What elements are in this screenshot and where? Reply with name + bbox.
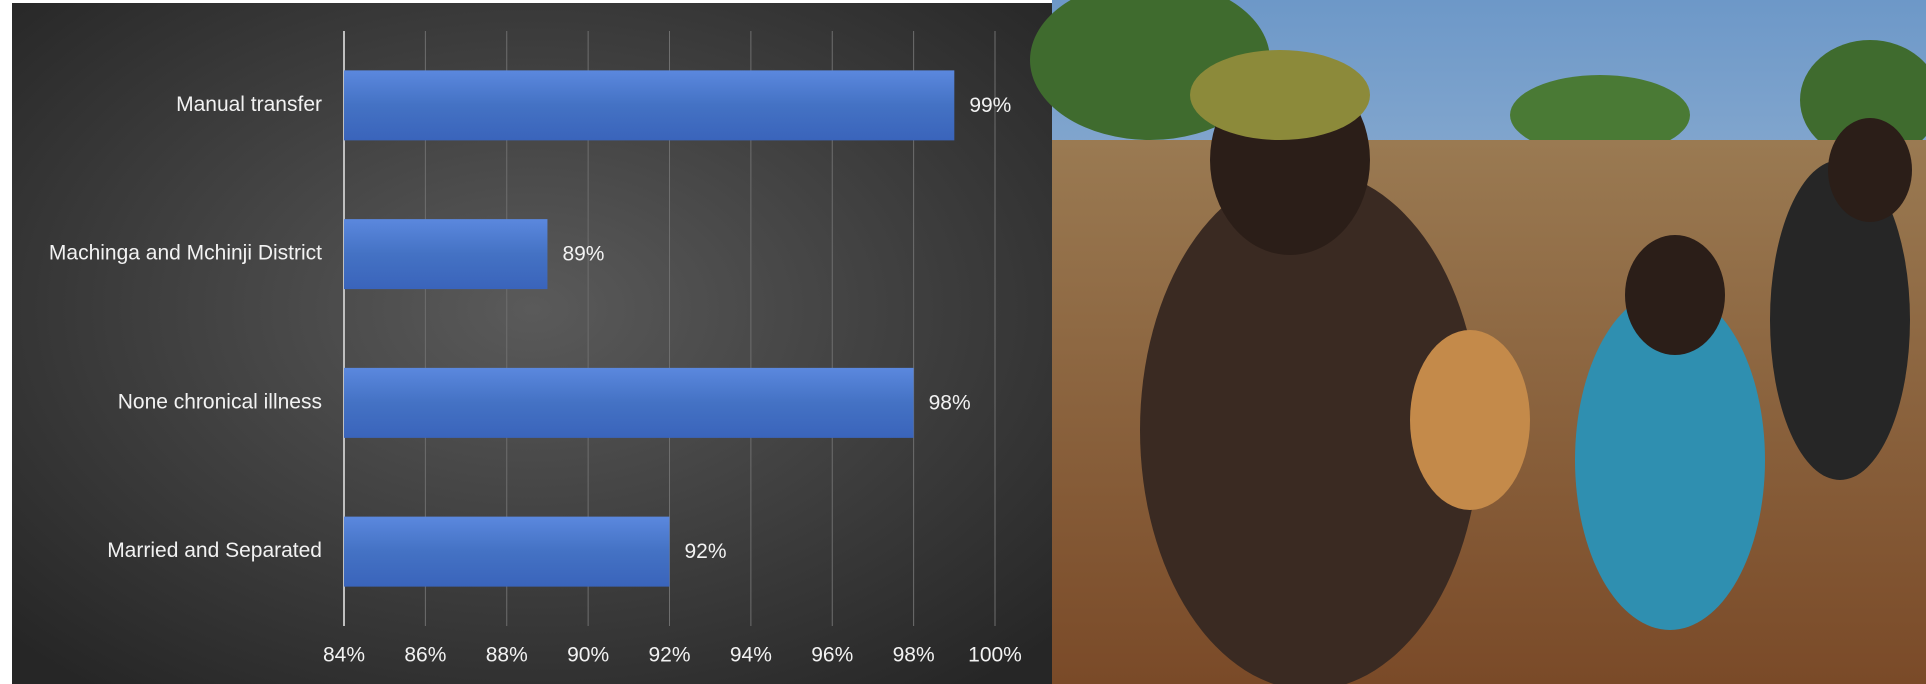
bar (344, 219, 548, 290)
photo-peanuts (1410, 330, 1530, 510)
photo-child (1770, 160, 1910, 480)
x-tick-label: 100% (968, 644, 1022, 667)
x-tick-label: 86% (404, 644, 446, 667)
x-tick-label: 94% (730, 644, 772, 667)
data-label: 99% (969, 94, 1011, 117)
x-tick-label: 98% (893, 644, 935, 667)
bar (344, 516, 670, 587)
x-tick-label: 90% (567, 644, 609, 667)
y-tick-label: Married and Separated (107, 539, 322, 562)
y-tick-label: Manual transfer (176, 93, 322, 116)
bar (344, 367, 914, 438)
photo-headscarf (1190, 50, 1370, 140)
photo-tree (1510, 75, 1690, 155)
x-tick-label: 88% (486, 644, 528, 667)
x-tick-label: 96% (811, 644, 853, 667)
data-label: 89% (562, 243, 604, 266)
data-label: 92% (685, 540, 727, 563)
photo (1030, 0, 1926, 684)
photo-child (1625, 235, 1725, 355)
bar (344, 70, 955, 141)
photo-child (1575, 290, 1765, 630)
photo-child (1828, 118, 1912, 222)
y-tick-label: Machinga and Mchinji District (49, 242, 322, 265)
x-tick-label: 92% (648, 644, 690, 667)
x-tick-label: 84% (323, 644, 365, 667)
photo-person (1140, 170, 1480, 684)
data-label: 98% (929, 391, 971, 414)
y-tick-label: None chronical illness (118, 390, 322, 413)
